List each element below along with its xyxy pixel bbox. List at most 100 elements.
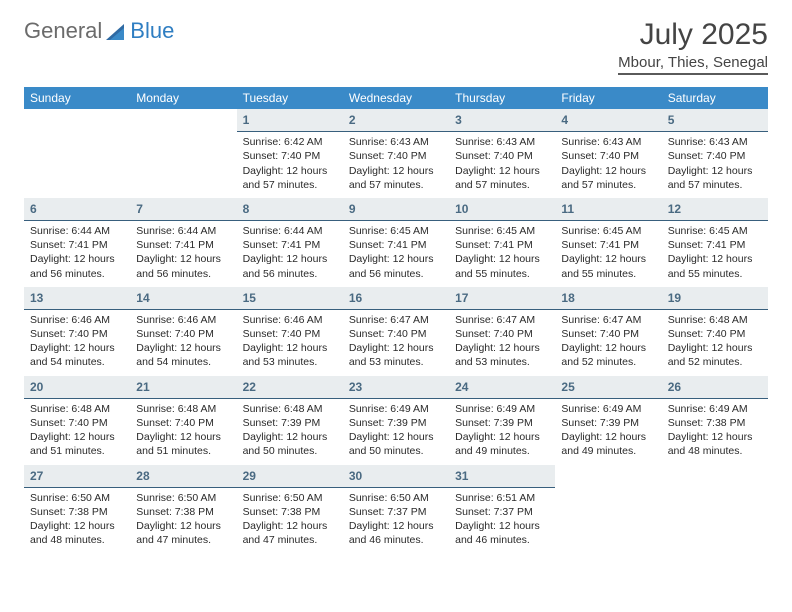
- sunset-line: Sunset: 7:41 PM: [668, 239, 746, 251]
- day-number: 27: [24, 465, 130, 488]
- calendar-cell: 31Sunrise: 6:51 AMSunset: 7:37 PMDayligh…: [449, 465, 555, 554]
- sunrise-line: Sunrise: 6:49 AM: [349, 403, 429, 415]
- calendar-week: 13Sunrise: 6:46 AMSunset: 7:40 PMDayligh…: [24, 287, 768, 376]
- day-number: 26: [662, 376, 768, 399]
- calendar-cell: 9Sunrise: 6:45 AMSunset: 7:41 PMDaylight…: [343, 198, 449, 287]
- calendar-cell: 5Sunrise: 6:43 AMSunset: 7:40 PMDaylight…: [662, 109, 768, 198]
- daylight-line: Daylight: 12 hours and 47 minutes.: [136, 520, 221, 546]
- sunrise-line: Sunrise: 6:47 AM: [349, 314, 429, 326]
- daylight-line: Daylight: 12 hours and 53 minutes.: [243, 342, 328, 368]
- day-details: Sunrise: 6:46 AMSunset: 7:40 PMDaylight:…: [237, 310, 343, 376]
- daylight-line: Daylight: 12 hours and 55 minutes.: [561, 253, 646, 279]
- calendar-cell: 4Sunrise: 6:43 AMSunset: 7:40 PMDaylight…: [555, 109, 661, 198]
- sunrise-line: Sunrise: 6:42 AM: [243, 136, 323, 148]
- sunrise-line: Sunrise: 6:50 AM: [136, 492, 216, 504]
- daylight-line: Daylight: 12 hours and 48 minutes.: [30, 520, 115, 546]
- logo-text-blue: Blue: [130, 18, 174, 44]
- daylight-line: Daylight: 12 hours and 56 minutes.: [30, 253, 115, 279]
- sunset-line: Sunset: 7:41 PM: [561, 239, 639, 251]
- sunrise-line: Sunrise: 6:45 AM: [455, 225, 535, 237]
- sunrise-line: Sunrise: 6:46 AM: [136, 314, 216, 326]
- logo: General Blue: [24, 18, 174, 44]
- day-number: 14: [130, 287, 236, 310]
- day-details: Sunrise: 6:47 AMSunset: 7:40 PMDaylight:…: [449, 310, 555, 376]
- sunrise-line: Sunrise: 6:43 AM: [668, 136, 748, 148]
- sunrise-line: Sunrise: 6:43 AM: [455, 136, 535, 148]
- sunset-line: Sunset: 7:40 PM: [668, 328, 746, 340]
- logo-text-general: General: [24, 18, 102, 44]
- day-details: Sunrise: 6:44 AM Sunset: 7:41 PM Daylight:…: [237, 221, 343, 287]
- daylight-line: Daylight: 12 hours and 57 minutes.: [561, 165, 646, 191]
- sunset-line: Sunset: 7:40 PM: [349, 328, 427, 340]
- day-number: 1: [237, 109, 343, 132]
- day-details: Sunrise: 6:47 AMSunset: 7:40 PMDaylight:…: [343, 310, 449, 376]
- sunset-line: Sunset: 7:38 PM: [243, 506, 321, 518]
- calendar-cell: 12Sunrise: 6:45 AMSunset: 7:41 PMDayligh…: [662, 198, 768, 287]
- day-details: Sunrise: 6:48 AMSunset: 7:40 PMDaylight:…: [24, 399, 130, 465]
- day-number: 30: [343, 465, 449, 488]
- day-details: Sunrise: 6:43 AMSunset: 7:40 PMDaylight:…: [662, 132, 768, 198]
- dayname-header: Wednesday: [343, 87, 449, 109]
- calendar-cell: ..: [24, 109, 130, 198]
- day-details: Sunrise: 6:46 AMSunset: 7:40 PMDaylight:…: [24, 310, 130, 376]
- daylight-line: Daylight: 12 hours and 57 minutes.: [668, 165, 753, 191]
- calendar-week: ....1Sunrise: 6:42 AMSunset: 7:40 PMDayl…: [24, 109, 768, 198]
- calendar-cell: 27Sunrise: 6:50 AMSunset: 7:38 PMDayligh…: [24, 465, 130, 554]
- sunset-line: Sunset: 7:40 PM: [349, 150, 427, 162]
- sunset-line: Sunset: 7:40 PM: [561, 150, 639, 162]
- day-number: 13: [24, 287, 130, 310]
- day-details: Sunrise: 6:49 AMSunset: 7:39 PMDaylight:…: [449, 399, 555, 465]
- sunset-line: Sunset: 7:38 PM: [136, 506, 214, 518]
- sunset-line: Sunset: 7:41 PM: [243, 239, 321, 251]
- daylight-line: Daylight: 12 hours and 51 minutes.: [30, 431, 115, 457]
- daylight-line: Daylight: 12 hours and 54 minutes.: [136, 342, 221, 368]
- calendar-cell: 1Sunrise: 6:42 AMSunset: 7:40 PMDaylight…: [237, 109, 343, 198]
- calendar-head: SundayMondayTuesdayWednesdayThursdayFrid…: [24, 87, 768, 109]
- sunrise-line: Sunrise: 6:46 AM: [243, 314, 323, 326]
- daylight-line: Daylight: 12 hours and 56 minutes.: [243, 253, 328, 279]
- day-details: Sunrise: 6:43 AMSunset: 7:40 PMDaylight:…: [343, 132, 449, 198]
- daylight-line: Daylight: 12 hours and 50 minutes.: [243, 431, 328, 457]
- daylight-line: Daylight: 12 hours and 54 minutes.: [30, 342, 115, 368]
- day-number: 6: [24, 198, 130, 221]
- sunset-line: Sunset: 7:37 PM: [455, 506, 533, 518]
- calendar-cell: 8Sunrise: 6:44 AMSunset: 7:41 PMDaylight…: [237, 198, 343, 287]
- sunrise-line: Sunrise: 6:50 AM: [30, 492, 110, 504]
- day-details: Sunrise: 6:47 AMSunset: 7:40 PMDaylight:…: [555, 310, 661, 376]
- sunrise-line: Sunrise: 6:43 AM: [349, 136, 429, 148]
- daylight-line: Daylight: 12 hours and 49 minutes.: [455, 431, 540, 457]
- sunrise-line: Sunrise: 6:51 AM: [455, 492, 535, 504]
- day-details: Sunrise: 6:48 AMSunset: 7:40 PMDaylight:…: [130, 399, 236, 465]
- sunset-line: Sunset: 7:41 PM: [136, 239, 214, 251]
- day-details: Sunrise: 6:49 AMSunset: 7:38 PMDaylight:…: [662, 399, 768, 465]
- daylight-line: Daylight: 12 hours and 52 minutes.: [668, 342, 753, 368]
- calendar-cell: 26Sunrise: 6:49 AMSunset: 7:38 PMDayligh…: [662, 376, 768, 465]
- day-number: 7: [130, 198, 236, 221]
- calendar-cell: ..: [662, 465, 768, 554]
- sunrise-line: Sunrise: 6:44 AM: [243, 225, 323, 237]
- day-number: 4: [555, 109, 661, 132]
- sunrise-line: Sunrise: 6:49 AM: [561, 403, 641, 415]
- calendar-cell: 13Sunrise: 6:46 AMSunset: 7:40 PMDayligh…: [24, 287, 130, 376]
- sunrise-line: Sunrise: 6:47 AM: [561, 314, 641, 326]
- daylight-line: Daylight: 12 hours and 48 minutes.: [668, 431, 753, 457]
- sunset-line: Sunset: 7:39 PM: [349, 417, 427, 429]
- daylight-line: Daylight: 12 hours and 47 minutes.: [243, 520, 328, 546]
- day-details: Sunrise: 6:45 AMSunset: 7:41 PMDaylight:…: [449, 221, 555, 287]
- daylight-line: Daylight: 12 hours and 49 minutes.: [561, 431, 646, 457]
- calendar-cell: 16Sunrise: 6:47 AMSunset: 7:40 PMDayligh…: [343, 287, 449, 376]
- sunrise-line: Sunrise: 6:46 AM: [30, 314, 110, 326]
- sunrise-line: Sunrise: 6:50 AM: [243, 492, 323, 504]
- calendar-cell: 6Sunrise: 6:44 AMSunset: 7:41 PMDaylight…: [24, 198, 130, 287]
- sunset-line: Sunset: 7:41 PM: [455, 239, 533, 251]
- calendar-cell: 17Sunrise: 6:47 AMSunset: 7:40 PMDayligh…: [449, 287, 555, 376]
- title-underline: [618, 73, 768, 75]
- calendar-cell: ..: [130, 109, 236, 198]
- day-number: 3: [449, 109, 555, 132]
- day-number: 21: [130, 376, 236, 399]
- header: General Blue July 2025 Mbour, Thies, Sen…: [24, 18, 768, 75]
- day-details: Sunrise: 6:42 AMSunset: 7:40 PMDaylight:…: [237, 132, 343, 198]
- sunset-line: Sunset: 7:40 PM: [561, 328, 639, 340]
- daylight-line: Daylight: 12 hours and 56 minutes.: [136, 253, 221, 279]
- calendar-cell: 10Sunrise: 6:45 AMSunset: 7:41 PMDayligh…: [449, 198, 555, 287]
